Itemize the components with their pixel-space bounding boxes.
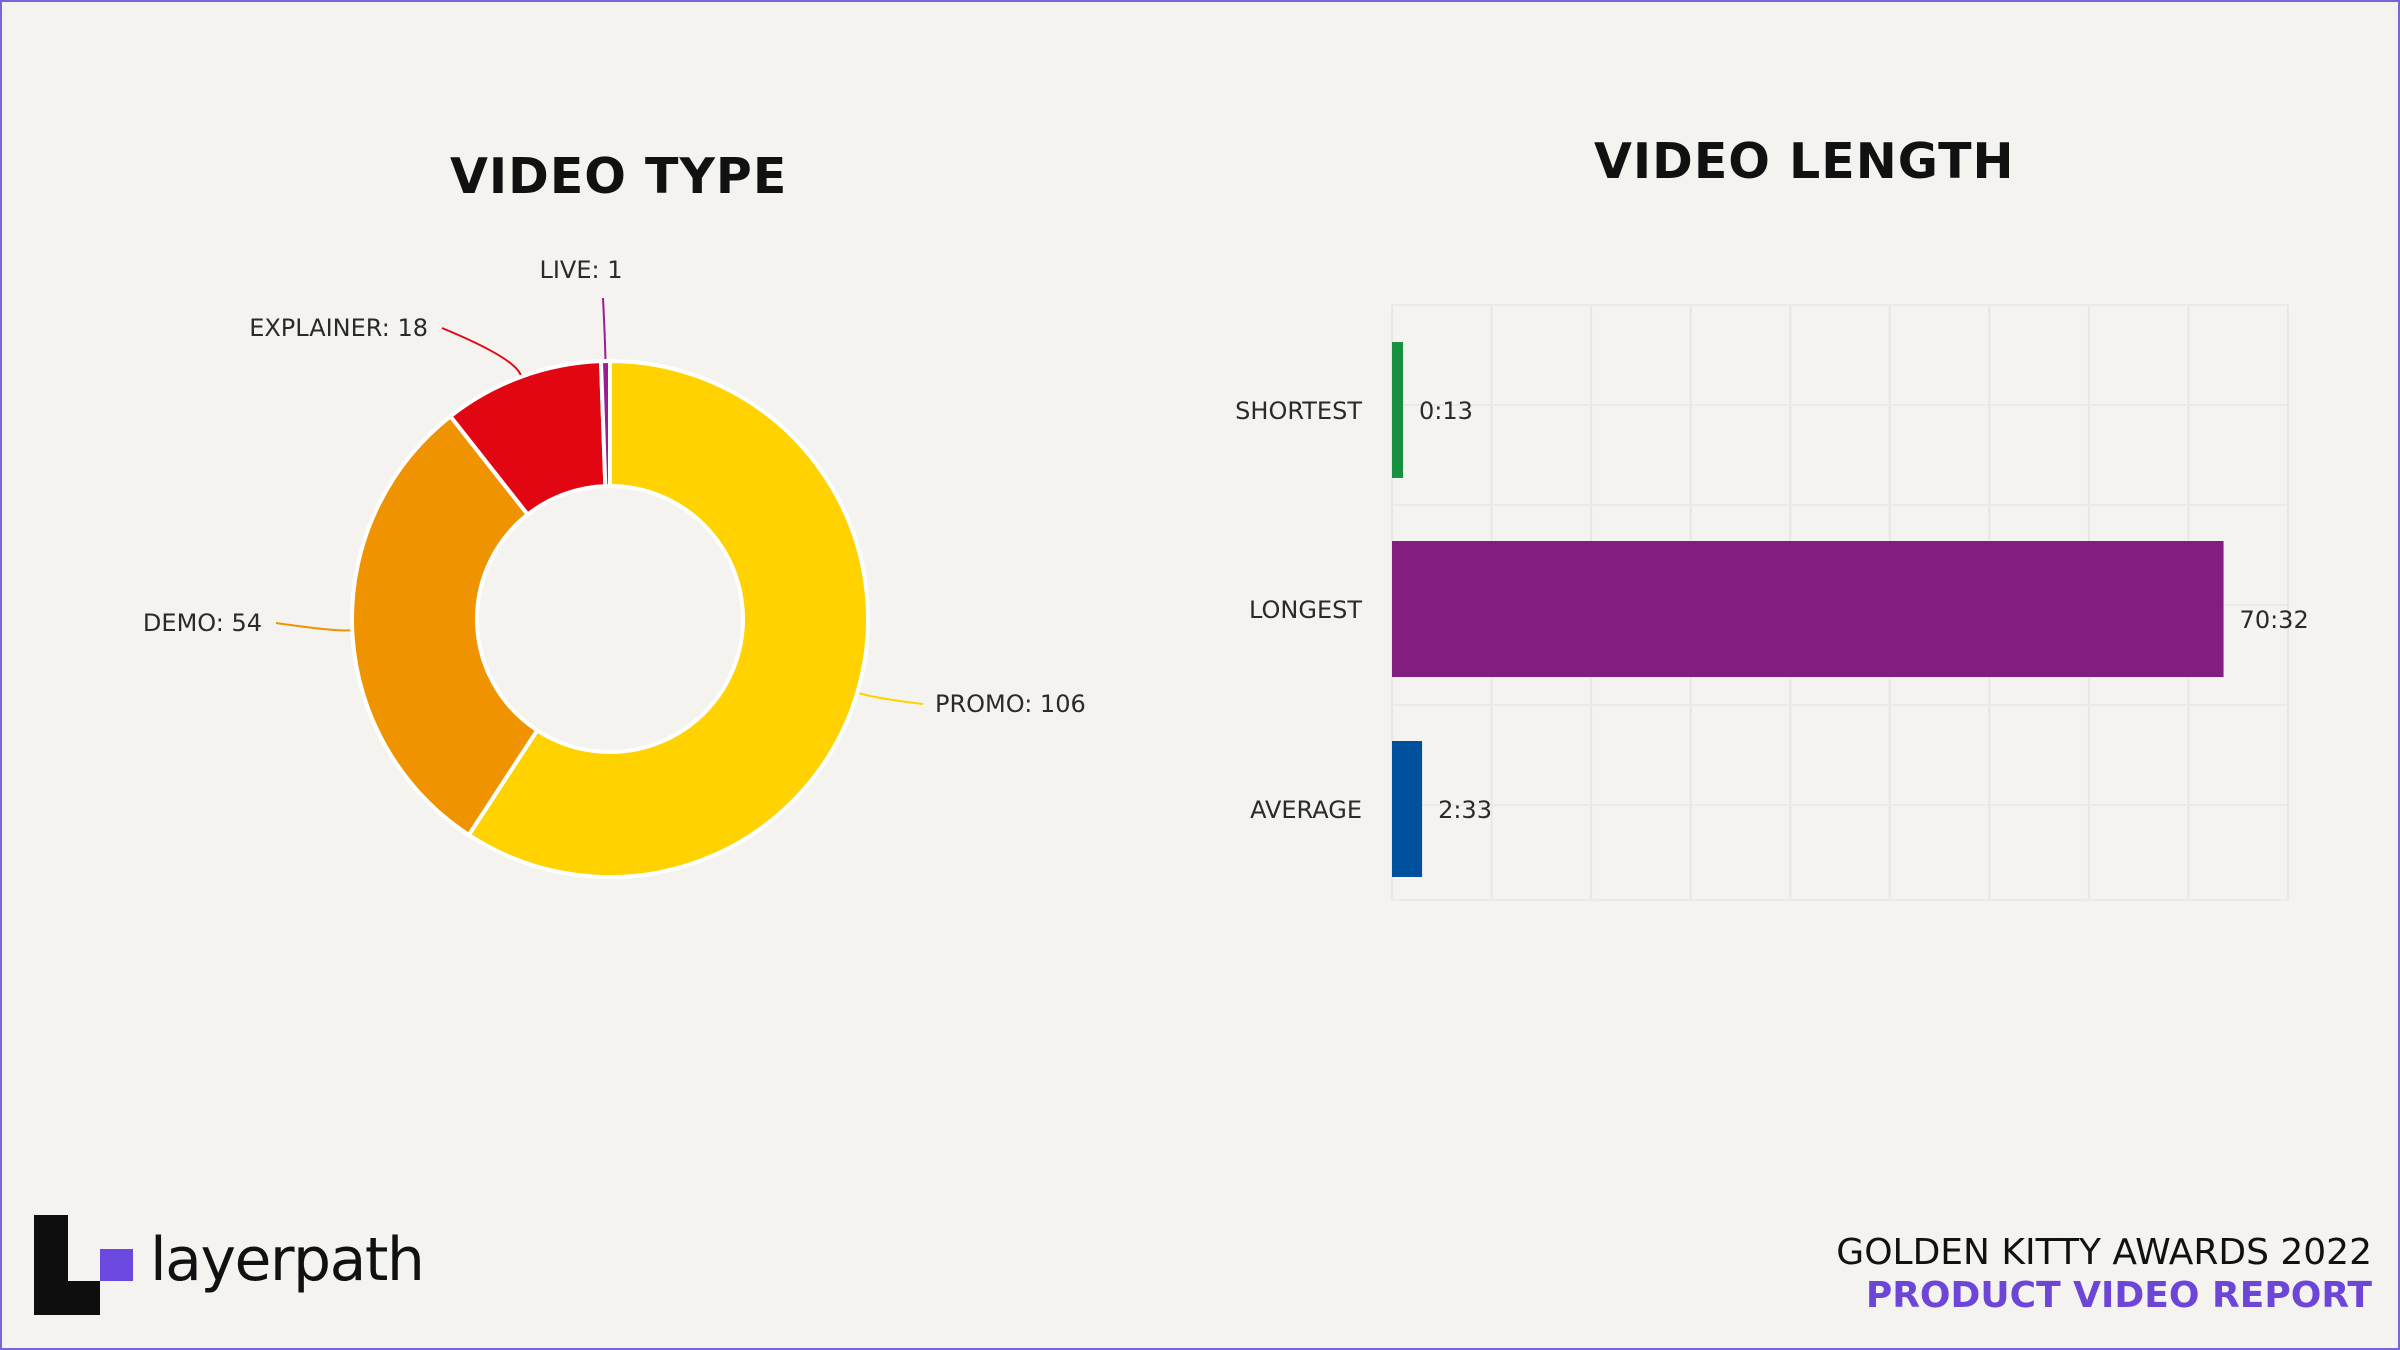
donut-slice-live xyxy=(598,358,612,489)
video-type-title: VIDEO TYPE xyxy=(450,148,788,205)
value-label-average: 2:33 xyxy=(1438,796,1492,824)
category-label-average: AVERAGE xyxy=(1250,796,1362,824)
video-length-title: VIDEO LENGTH xyxy=(1594,133,2015,190)
footer: GOLDEN KITTY AWARDS 2022 PRODUCT VIDEO R… xyxy=(1836,1232,2372,1316)
video-length-bar-chart: SHORTEST 0:13 LONGEST 70:32 AVERAGE 2:33 xyxy=(1235,304,2309,901)
bar-shortest xyxy=(1392,342,1403,478)
bar-average xyxy=(1392,741,1423,877)
bar-longest xyxy=(1392,541,2224,677)
donut-slice-promo xyxy=(466,358,870,879)
donut-slice-demo xyxy=(350,413,540,838)
leader-line-live xyxy=(602,297,607,360)
leader-line-demo xyxy=(275,622,351,632)
value-label-shortest: 0:13 xyxy=(1419,397,1473,425)
category-label-longest: LONGEST xyxy=(1249,596,1362,624)
layerpath-logo: layerpath xyxy=(34,1215,454,1315)
leader-line-explainer xyxy=(441,327,522,376)
logo-mark-base xyxy=(34,1281,100,1315)
logo-wordmark: layerpath xyxy=(150,1225,425,1295)
leader-line-promo xyxy=(858,692,924,705)
slice-label-promo: PROMO: 106 xyxy=(935,690,1086,718)
footer-report-title: PRODUCT VIDEO REPORT xyxy=(1865,1275,2372,1316)
category-label-shortest: SHORTEST xyxy=(1235,397,1362,425)
video-type-donut-chart: PROMO: 106 DEMO: 54 EXPLAINER: 18 LIVE: 1 xyxy=(143,256,1086,879)
slice-label-demo: DEMO: 54 xyxy=(143,609,262,637)
value-label-longest: 70:32 xyxy=(2240,606,2309,634)
footer-event-title: GOLDEN KITTY AWARDS 2022 xyxy=(1836,1232,2372,1273)
slice-label-explainer: EXPLAINER: 18 xyxy=(249,314,428,342)
logo-mark-square xyxy=(100,1249,133,1281)
slice-label-live: LIVE: 1 xyxy=(539,256,622,284)
